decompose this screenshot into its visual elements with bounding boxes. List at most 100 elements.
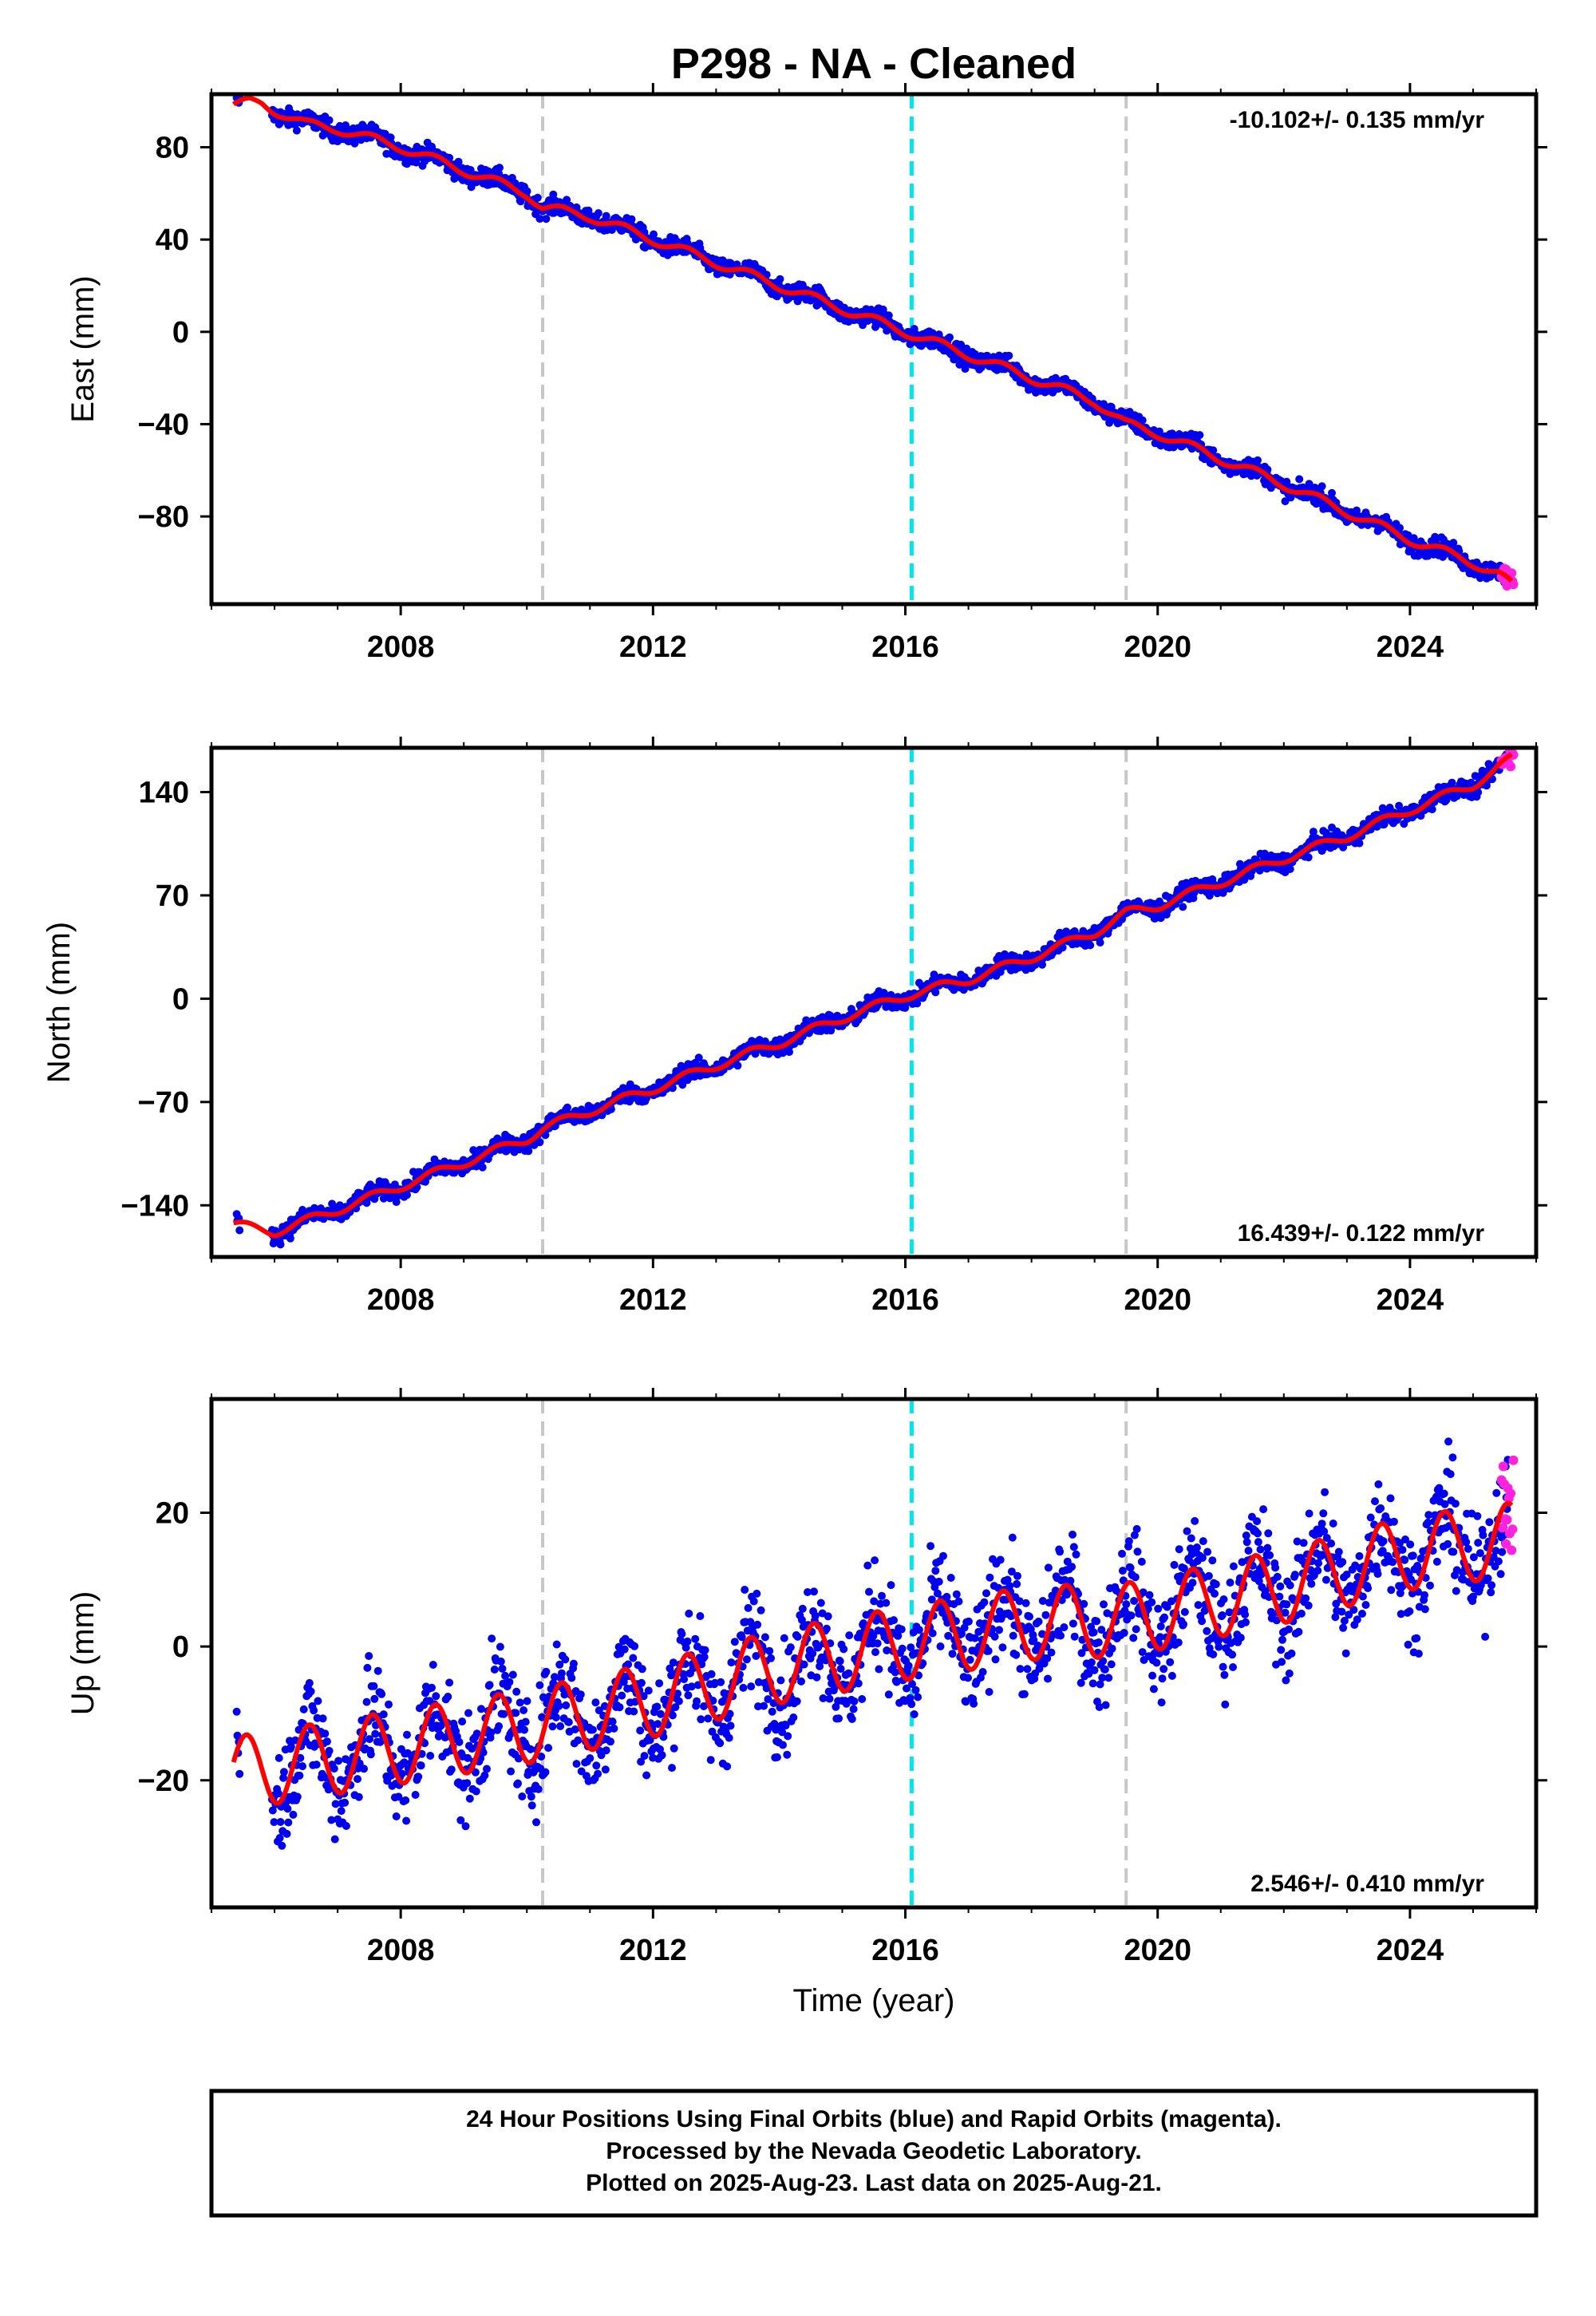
final-orbit-point <box>379 1710 388 1719</box>
final-orbit-point <box>521 1717 530 1726</box>
final-orbit-point <box>704 1714 713 1723</box>
final-orbit-point <box>697 1715 705 1724</box>
final-orbit-point <box>548 1722 557 1731</box>
final-orbit-point <box>911 1686 920 1694</box>
final-orbit-point <box>500 1709 508 1718</box>
final-orbit-point <box>934 1577 943 1586</box>
final-orbit-point <box>595 1706 603 1715</box>
final-orbit-point <box>765 1646 774 1655</box>
final-orbit-point <box>725 1733 733 1742</box>
final-orbit-point <box>306 1687 315 1696</box>
final-orbit-point <box>533 193 542 202</box>
final-orbit-point <box>984 1646 993 1655</box>
final-orbit-point <box>1100 1600 1108 1609</box>
final-orbit-point <box>574 1736 583 1745</box>
final-orbit-point <box>1101 1701 1110 1709</box>
rate-label-north: 16.439+/- 0.122 mm/yr <box>1238 1220 1485 1247</box>
final-orbit-point <box>594 1769 602 1778</box>
final-orbit-point <box>403 1191 411 1199</box>
final-orbit-point <box>958 1630 966 1638</box>
final-orbit-point <box>1132 1625 1140 1634</box>
final-orbit-point <box>810 1587 818 1596</box>
final-orbit-point <box>283 1804 292 1813</box>
final-orbit-point <box>646 1736 654 1745</box>
final-orbit-point <box>606 1105 615 1113</box>
final-orbit-point <box>325 1746 334 1755</box>
final-orbit-point <box>597 1751 606 1760</box>
final-orbit-point <box>567 1674 576 1682</box>
final-orbit-point <box>514 1779 522 1788</box>
final-orbit-point <box>487 1728 496 1737</box>
plot-area-up <box>231 1399 1519 1907</box>
final-orbit-point <box>1077 1678 1085 1687</box>
final-orbit-point <box>693 1697 701 1705</box>
final-orbit-point <box>1104 1674 1113 1682</box>
final-orbit-point <box>1092 1617 1101 1626</box>
final-orbit-point <box>687 1682 696 1691</box>
final-orbit-point <box>737 1633 746 1642</box>
final-orbit-point <box>630 1707 638 1716</box>
x-tick-label-north: 2024 <box>1377 1283 1444 1317</box>
final-orbit-point <box>293 1792 302 1801</box>
final-orbit-point <box>908 1680 916 1689</box>
final-orbit-point <box>524 1147 533 1156</box>
final-orbit-point <box>512 1709 520 1717</box>
final-orbit-point <box>276 1818 285 1826</box>
final-orbit-point <box>318 1714 327 1723</box>
final-orbit-point <box>478 1163 487 1172</box>
final-orbit-point <box>878 1591 886 1600</box>
final-orbit-point <box>946 333 954 342</box>
final-orbit-point <box>978 1668 987 1676</box>
final-orbit-point <box>839 1645 848 1654</box>
x-tick-label-north: 2012 <box>619 1283 687 1317</box>
final-orbit-point <box>1474 788 1483 796</box>
final-orbit-point <box>1016 1665 1025 1674</box>
final-orbit-point <box>1021 1599 1030 1607</box>
final-orbit-point <box>1137 1557 1146 1566</box>
final-orbit-point <box>1126 1563 1135 1572</box>
rapid-orbit-point <box>1508 579 1519 590</box>
final-orbit-point <box>270 1818 279 1827</box>
final-orbit-point <box>456 1816 465 1824</box>
final-orbit-point <box>365 1735 374 1744</box>
final-orbit-point <box>1068 1563 1077 1571</box>
final-orbit-point <box>700 1653 709 1662</box>
final-orbit-point <box>760 1701 768 1710</box>
final-orbit-point <box>286 1742 295 1751</box>
final-orbit-point <box>232 1707 241 1716</box>
final-orbit-point <box>760 1633 769 1642</box>
final-orbit-point <box>1179 903 1187 911</box>
final-orbit-point <box>366 1750 375 1759</box>
final-orbit-point <box>1008 1533 1017 1542</box>
final-orbit-point <box>535 215 544 223</box>
final-orbit-point <box>624 1660 633 1669</box>
final-orbit-point <box>753 1589 761 1598</box>
final-orbit-point <box>982 1589 990 1598</box>
final-orbit-point <box>1041 1611 1050 1619</box>
final-orbit-point <box>926 1542 935 1551</box>
final-orbit-point <box>1157 1698 1166 1707</box>
final-orbit-point <box>275 1834 284 1842</box>
final-orbit-point <box>642 1771 651 1780</box>
final-orbit-point <box>957 340 966 349</box>
final-orbit-point <box>296 1753 305 1762</box>
final-orbit-point <box>870 1597 879 1606</box>
final-orbit-point <box>279 1773 288 1782</box>
final-orbit-point <box>496 1657 505 1666</box>
final-orbit-point <box>551 1713 560 1721</box>
final-orbit-point <box>1080 1599 1088 1608</box>
final-orbit-point <box>811 1611 820 1620</box>
final-orbit-point <box>1108 1644 1116 1653</box>
final-orbit-point <box>653 1702 662 1711</box>
final-orbit-point <box>760 1037 769 1045</box>
final-orbit-point <box>753 1620 762 1629</box>
final-orbit-point <box>836 1657 844 1666</box>
final-orbit-point <box>472 1729 481 1738</box>
model-curve-north <box>232 752 1513 1239</box>
final-orbit-point <box>1089 1628 1098 1637</box>
final-orbit-point <box>931 1567 940 1575</box>
final-orbit-point <box>341 1798 350 1807</box>
final-orbit-point <box>498 1664 507 1673</box>
x-tick-label-east: 2024 <box>1377 630 1444 664</box>
